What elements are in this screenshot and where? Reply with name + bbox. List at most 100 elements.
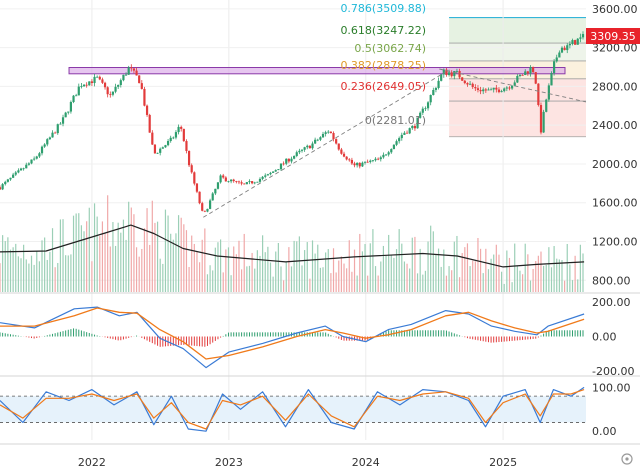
candle-body-196 bbox=[513, 82, 516, 86]
candle-body-70 bbox=[182, 128, 185, 142]
candle-body-159 bbox=[416, 117, 419, 129]
candle-body-107 bbox=[279, 163, 283, 170]
candle-body-134 bbox=[350, 159, 354, 164]
macd-tick-label-0: 200.00 bbox=[592, 296, 631, 309]
candle-body-50 bbox=[130, 67, 133, 69]
candle-body-112 bbox=[293, 155, 296, 159]
candle-body-18 bbox=[46, 139, 49, 145]
candle-body-28 bbox=[72, 95, 75, 103]
candle-body-52 bbox=[135, 70, 138, 76]
candle-body-5 bbox=[12, 174, 15, 178]
candle-body-81 bbox=[211, 193, 214, 201]
candle-body-141 bbox=[369, 160, 372, 163]
candle-body-169 bbox=[442, 69, 445, 75]
candle-body-24 bbox=[61, 117, 65, 124]
candle-body-6 bbox=[14, 172, 17, 175]
axis-labels: 3600.00 3200.00 2800.00 2400.00 2000.00 1600.… bbox=[78, 3, 638, 469]
candle-body-121 bbox=[316, 139, 319, 141]
candle-body-152 bbox=[398, 138, 401, 142]
candle-body-179 bbox=[468, 83, 472, 85]
candle-body-200 bbox=[524, 71, 527, 75]
candle-body-156 bbox=[408, 128, 411, 134]
candle-body-21 bbox=[54, 132, 57, 134]
fib-zone-4 bbox=[449, 101, 586, 137]
candle-body-54 bbox=[140, 83, 143, 89]
candle-body-211 bbox=[553, 61, 556, 74]
candle-body-171 bbox=[447, 72, 451, 75]
candle-body-101 bbox=[264, 175, 267, 177]
candle-body-17 bbox=[43, 144, 46, 147]
resistance-band-rect bbox=[68, 67, 566, 75]
price-tick-label-1: 3200.00 bbox=[592, 42, 638, 55]
fib-label-2: 0.5(3062.74) bbox=[354, 42, 426, 55]
candle-body-198 bbox=[518, 74, 522, 76]
candle-body-108 bbox=[282, 163, 285, 165]
candle-body-1 bbox=[1, 184, 4, 190]
candle-body-44 bbox=[114, 86, 117, 92]
volume-ma-line bbox=[0, 224, 585, 268]
candle-body-29 bbox=[75, 95, 78, 97]
candle-body-62 bbox=[161, 147, 164, 149]
candle-body-46 bbox=[119, 80, 122, 85]
candle-body-3 bbox=[6, 179, 9, 182]
candle-body-161 bbox=[421, 108, 424, 113]
candle-body-9 bbox=[22, 168, 25, 170]
fib-label-4: 0.236(2649.05) bbox=[340, 80, 426, 93]
candle-body-163 bbox=[426, 102, 430, 109]
candle-body-34 bbox=[88, 81, 91, 86]
candle-body-168 bbox=[440, 74, 443, 81]
candle-body-145 bbox=[379, 157, 382, 160]
candle-body-204 bbox=[534, 72, 537, 84]
candle-body-185 bbox=[484, 89, 487, 91]
candle-body-209 bbox=[547, 85, 550, 100]
macd-tick-label-2: -200.00 bbox=[592, 365, 634, 378]
candle-body-136 bbox=[356, 162, 359, 166]
candle-body-13 bbox=[33, 158, 36, 160]
candle-body-174 bbox=[455, 70, 459, 72]
candle-body-157 bbox=[411, 126, 414, 129]
candle-body-65 bbox=[169, 137, 172, 142]
candle-body-119 bbox=[311, 143, 314, 149]
candle-body-120 bbox=[314, 139, 317, 144]
candle-body-130 bbox=[340, 149, 343, 154]
candle-body-219 bbox=[574, 40, 577, 45]
indicator-lines bbox=[0, 68, 587, 432]
candle-body-33 bbox=[85, 84, 88, 86]
candle-body-201 bbox=[526, 71, 529, 74]
candle-body-207 bbox=[542, 111, 545, 133]
settings-icon[interactable] bbox=[621, 453, 633, 465]
candle-body-39 bbox=[101, 79, 104, 83]
resistance-band bbox=[68, 67, 566, 75]
candle-body-90 bbox=[235, 181, 238, 182]
candle-body-144 bbox=[377, 158, 380, 160]
candle-body-97 bbox=[253, 182, 256, 184]
candle-body-132 bbox=[345, 156, 348, 160]
price-tick-label-7: 800.00 bbox=[592, 274, 631, 287]
candle-body-58 bbox=[151, 132, 154, 145]
candle-body-187 bbox=[489, 89, 493, 91]
candle-body-166 bbox=[434, 87, 438, 90]
candle-body-146 bbox=[382, 154, 385, 158]
candle-body-135 bbox=[353, 163, 356, 166]
candle-body-127 bbox=[332, 133, 335, 140]
candle-body-218 bbox=[571, 40, 574, 44]
candle-body-63 bbox=[164, 145, 167, 148]
candle-body-125 bbox=[327, 131, 330, 133]
candle-body-148 bbox=[387, 152, 390, 155]
candle-body-96 bbox=[251, 181, 254, 184]
x-tick-label-3: 2025 bbox=[489, 456, 517, 469]
candle-body-216 bbox=[566, 45, 569, 51]
candle-body-208 bbox=[545, 99, 548, 112]
price-tick-label-2: 2800.00 bbox=[592, 80, 638, 93]
price-tick-label-0: 3600.00 bbox=[592, 3, 638, 16]
candle-body-12 bbox=[30, 159, 33, 164]
candle-body-189 bbox=[495, 87, 498, 90]
candle-body-49 bbox=[127, 67, 130, 75]
price-tick-label-5: 1600.00 bbox=[592, 197, 638, 210]
candle-body-61 bbox=[159, 148, 162, 153]
candle-body-194 bbox=[508, 87, 511, 89]
candle-body-213 bbox=[558, 52, 561, 58]
candle-body-170 bbox=[445, 69, 448, 75]
candle-body-173 bbox=[453, 71, 456, 77]
